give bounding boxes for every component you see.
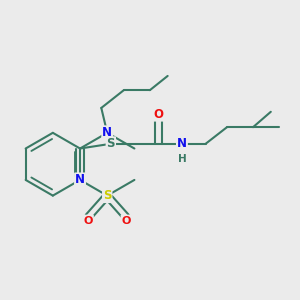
Text: H: H <box>178 154 186 164</box>
Text: O: O <box>122 215 131 226</box>
Text: N: N <box>102 126 112 139</box>
Text: N: N <box>177 137 187 150</box>
Text: S: S <box>106 137 115 150</box>
Text: O: O <box>84 215 93 226</box>
Text: S: S <box>103 189 112 202</box>
Text: O: O <box>153 108 163 121</box>
Text: N: N <box>75 173 85 186</box>
